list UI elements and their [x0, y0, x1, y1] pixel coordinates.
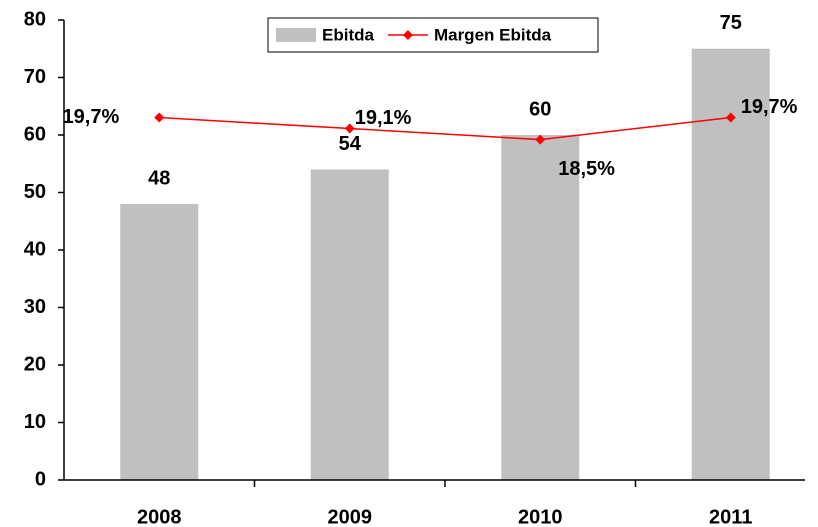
line-label: 19,7% [63, 106, 120, 128]
line-label: 19,7% [741, 96, 798, 118]
legend-swatch [276, 28, 316, 42]
legend-label: Margen Ebitda [434, 25, 552, 44]
legend-box [267, 17, 599, 53]
y-tick-label: 20 [24, 353, 46, 375]
bar-label: 75 [720, 12, 742, 34]
y-tick-label: 40 [24, 238, 46, 260]
y-tick-label: 60 [24, 123, 46, 145]
line [159, 116, 731, 141]
y-tick-label: 70 [24, 66, 46, 88]
line-label: 18,5% [558, 158, 615, 180]
bar-label: 54 [339, 133, 362, 155]
line-label: 19,1% [355, 107, 412, 129]
legend-marker [402, 30, 413, 40]
marker [154, 112, 165, 123]
y-tick-label: 30 [24, 296, 46, 318]
bar-label: 60 [529, 98, 551, 120]
x-tick-label: 2011 [709, 506, 752, 527]
legend-label: Ebitda [322, 25, 374, 44]
x-tick-label: 2009 [328, 506, 373, 527]
y-tick-label: 80 [24, 8, 46, 30]
y-tick-label: 10 [24, 411, 46, 433]
marker [725, 112, 736, 123]
x-tick-label: 2008 [137, 506, 182, 527]
bar [501, 135, 580, 480]
marker [535, 134, 546, 145]
x-tick-label: 2010 [518, 506, 563, 527]
bar-label: 48 [148, 167, 170, 189]
marker [344, 123, 355, 134]
y-tick-label: 50 [24, 181, 46, 203]
bar [120, 204, 199, 480]
y-tick-label: 0 [35, 468, 46, 490]
bar [310, 169, 389, 480]
